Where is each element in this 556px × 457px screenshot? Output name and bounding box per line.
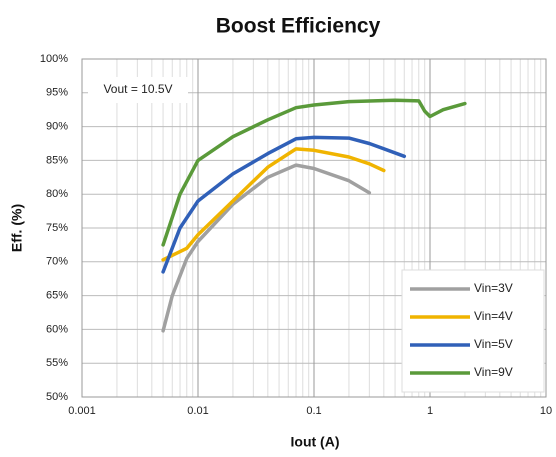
y-tick-label: 70% — [46, 256, 68, 268]
line-series — [161, 135, 407, 274]
y-tick-label: 85% — [46, 154, 68, 166]
legend-label: Vin=4V — [474, 309, 513, 323]
annotation: Vout = 10.5V — [103, 82, 172, 96]
legend-label: Vin=5V — [474, 337, 513, 351]
line-series — [161, 163, 372, 333]
y-tick-label: 55% — [46, 357, 68, 369]
y-axis-label: Eff. (%) — [9, 204, 25, 252]
y-tick-label: 95% — [46, 87, 68, 99]
y-tick-label: 80% — [46, 188, 68, 200]
line-series — [161, 147, 386, 262]
y-tick-label: 65% — [46, 290, 68, 302]
annotation-box — [88, 77, 188, 103]
x-tick-label: 1 — [427, 405, 433, 417]
chart-title: Boost Efficiency — [216, 15, 381, 38]
x-tick-label: 0.001 — [68, 405, 96, 417]
legend-label: Vin=3V — [474, 281, 513, 295]
line-series — [161, 98, 467, 247]
y-tick-label: 75% — [46, 222, 68, 234]
legend-label: Vin=9V — [474, 365, 513, 379]
x-tick-label: 0.1 — [306, 405, 321, 417]
x-axis-label: Iout (A) — [291, 434, 340, 450]
y-tick-label: 90% — [46, 121, 68, 133]
x-tick-label: 0.01 — [187, 405, 208, 417]
x-tick-label: 10 — [540, 405, 552, 417]
plot-border — [81, 58, 547, 398]
y-tick-label: 50% — [46, 391, 68, 403]
y-tick-label: 60% — [46, 323, 68, 335]
y-tick-label: 100% — [40, 53, 68, 65]
